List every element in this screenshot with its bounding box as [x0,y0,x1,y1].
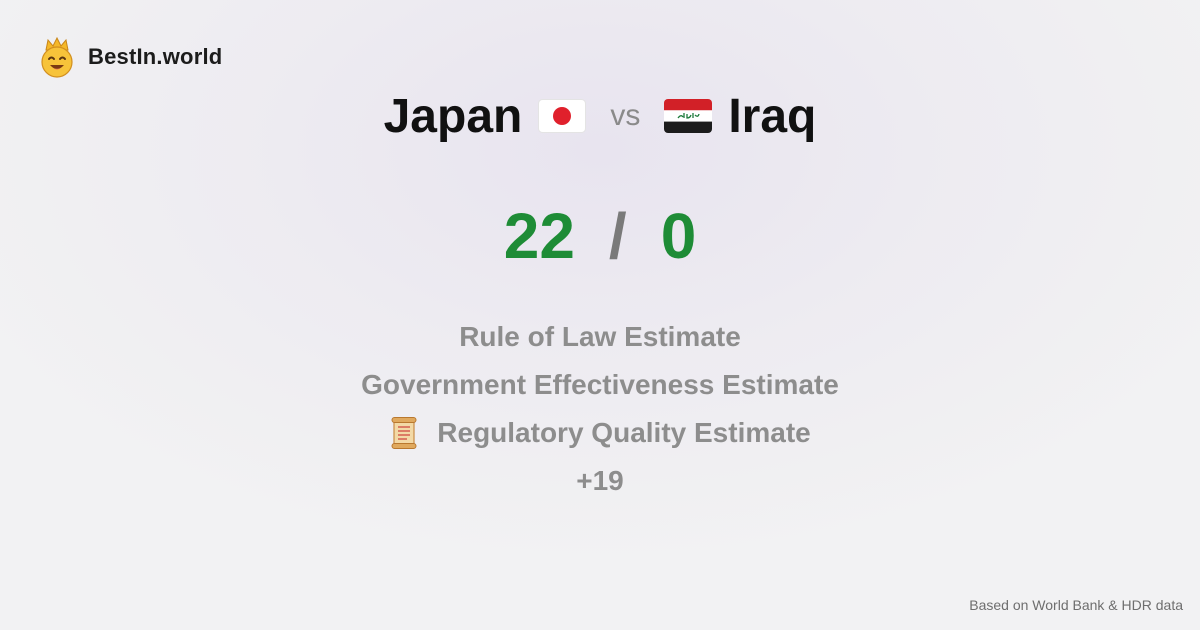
more-metrics-count: +19 [576,465,624,496]
comparison-title: Japan vs Iraq [0,84,1200,148]
left-score: 22 [503,200,575,272]
score-display: 22 / 0 [0,196,1200,276]
left-country-name: Japan [383,89,523,143]
vs-label: vs [610,99,641,132]
metric-label: Regulatory Quality Estimate [437,417,811,448]
metric-item: Rule of Law Estimate [459,313,741,361]
brand[interactable]: BestIn.world [38,36,222,78]
right-score: 0 [660,200,697,272]
metric-label: Rule of Law Estimate [459,321,741,352]
metric-item: Government Effectiveness Estimate [361,361,839,409]
iraq-flag-icon [664,99,713,133]
metric-item: Regulatory Quality Estimate [389,409,811,457]
brand-name: BestIn.world [88,44,223,69]
score-separator: / [608,200,627,272]
right-country-name: Iraq [728,89,817,143]
japan-flag-icon [538,99,587,133]
metrics-list: Rule of Law Estimate Government Effectiv… [0,313,1200,505]
scroll-icon [391,417,417,449]
metric-label: Government Effectiveness Estimate [361,369,839,400]
data-source-note: Based on World Bank & HDR data [969,597,1183,613]
crowned-smiley-icon [41,36,73,78]
